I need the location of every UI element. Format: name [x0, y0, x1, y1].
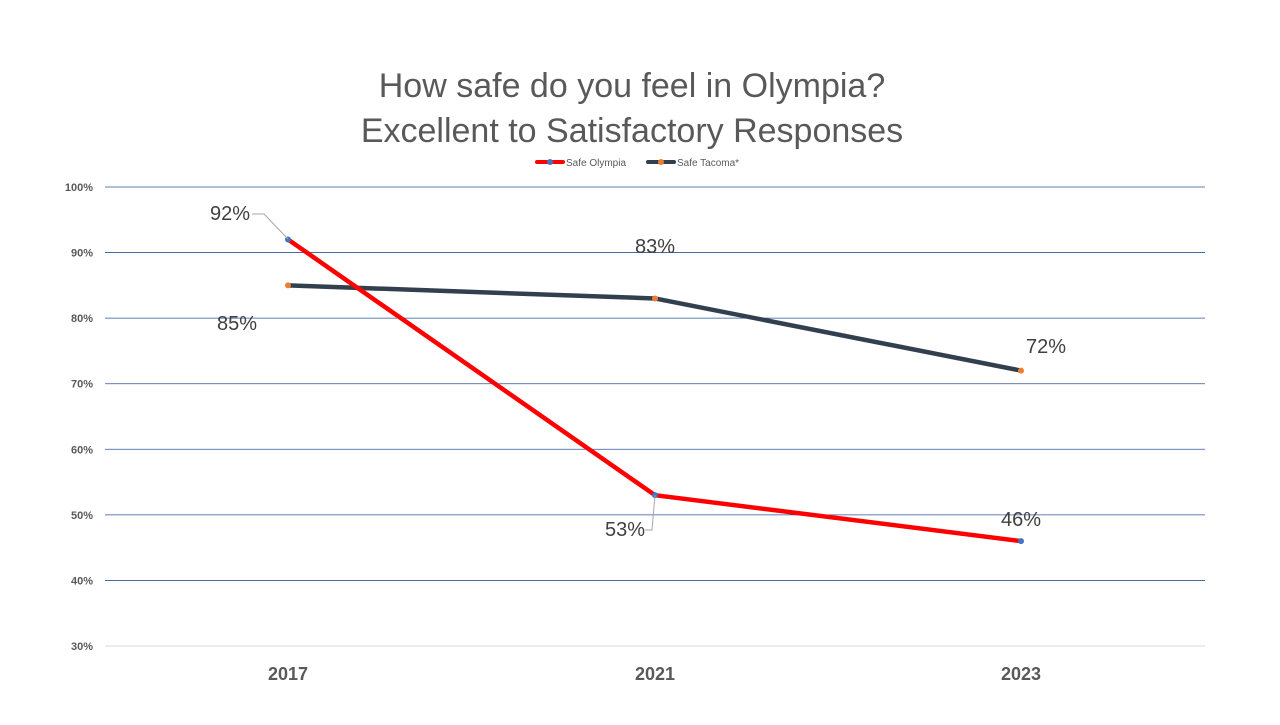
- leader-line: [252, 213, 289, 240]
- data-label: 92%: [210, 203, 250, 225]
- data-point: [1018, 367, 1024, 374]
- data-label: 53%: [605, 519, 645, 541]
- legend-swatch-marker: [547, 159, 553, 165]
- y-tick-label: 50%: [71, 510, 93, 522]
- legend-swatch-marker: [658, 159, 664, 165]
- y-tick-label: 70%: [71, 379, 93, 391]
- y-tick-label: 40%: [71, 575, 93, 587]
- data-point: [652, 295, 658, 302]
- data-label: 72%: [1026, 336, 1066, 358]
- leader-line: [645, 494, 656, 531]
- legend-item: Safe Olympia: [535, 158, 626, 169]
- y-axis: 30% 40% 50% 60% 70% 80% 90% 100%: [65, 182, 93, 653]
- x-tick-label: 2021: [635, 664, 675, 684]
- legend-item: Safe Tacoma*: [646, 158, 739, 169]
- x-tick-label: 2023: [1001, 664, 1041, 684]
- data-point: [1018, 538, 1024, 545]
- x-tick-label: 2017: [268, 664, 308, 684]
- chart-legend: Safe Olympia Safe Tacoma*: [535, 158, 739, 169]
- x-axis: 2017 2021 2023: [268, 664, 1041, 684]
- legend-label: Safe Olympia: [566, 158, 626, 169]
- legend-label: Safe Tacoma*: [677, 158, 739, 169]
- data-label: 46%: [1001, 509, 1041, 531]
- y-tick-label: 80%: [71, 313, 93, 325]
- y-tick-label: 100%: [65, 182, 93, 194]
- data-label: 85%: [217, 313, 257, 335]
- y-tick-label: 60%: [71, 444, 93, 456]
- chart-title-line-1: How safe do you feel in Olympia?: [379, 67, 885, 105]
- chart-title: How safe do you feel in Olympia? Excelle…: [361, 67, 903, 150]
- data-point: [285, 282, 291, 289]
- data-labels: 92% 53% 46% 85% 83% 72%: [210, 203, 1066, 541]
- gridlines: [105, 186, 1205, 647]
- y-tick-label: 90%: [71, 248, 93, 260]
- y-tick-label: 30%: [71, 641, 93, 653]
- data-label: 83%: [635, 236, 675, 258]
- chart-title-line-2: Excellent to Satisfactory Responses: [361, 112, 903, 150]
